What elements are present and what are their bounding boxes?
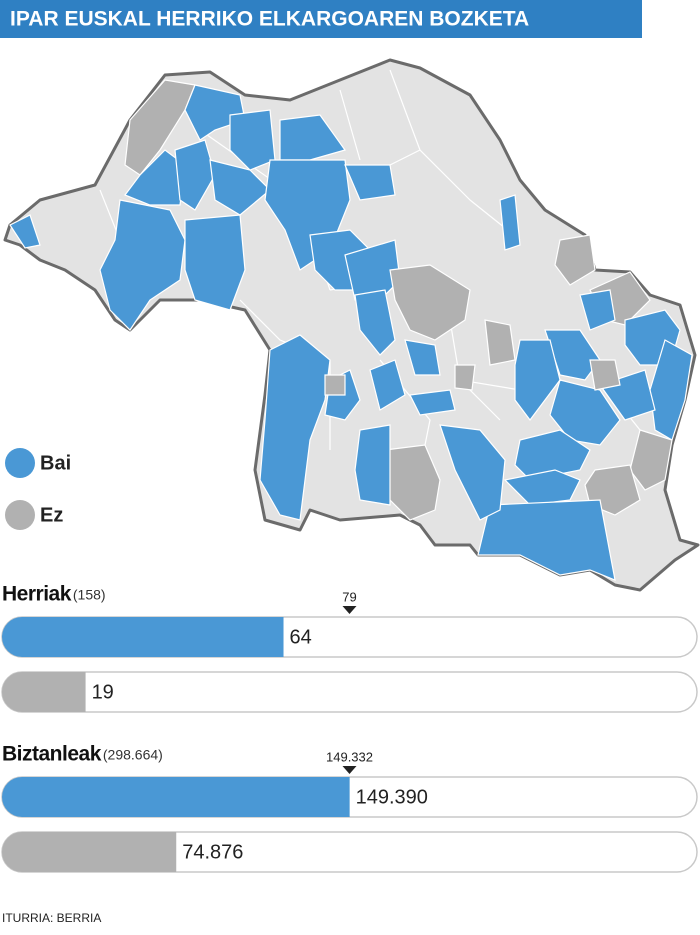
marker-label: 149.332 xyxy=(326,749,373,764)
title: IPAR EUSKAL HERRIKO ELKARGOAREN BOZKETA xyxy=(10,8,529,31)
charts: Herriak (158) 79 64 19 Biztanleak (298.664) 149… xyxy=(1,583,698,873)
bar xyxy=(2,672,86,712)
bar xyxy=(2,617,284,657)
marker xyxy=(342,766,357,774)
legend-swatch xyxy=(5,448,35,478)
chart-title: Herriak xyxy=(2,583,72,606)
value-label: 74.876 xyxy=(182,841,243,863)
chart-title: Biztanleak xyxy=(2,743,102,766)
value-label: 19 xyxy=(92,681,114,703)
legend-label: Bai xyxy=(40,452,71,474)
legend-swatch xyxy=(5,500,35,530)
value-label: 64 xyxy=(290,626,312,648)
marker-label: 79 xyxy=(342,589,356,604)
map xyxy=(3,58,700,592)
chart-subtitle: (158) xyxy=(73,587,106,603)
bar xyxy=(2,832,177,872)
legend-label: Ez xyxy=(40,504,63,526)
bar xyxy=(2,777,350,817)
value-label: 149.390 xyxy=(356,786,428,808)
title-banner xyxy=(0,0,642,38)
source: ITURRIA: BERRIA xyxy=(2,911,101,925)
chart-subtitle: (298.664) xyxy=(103,747,163,763)
legend: Bai Ez xyxy=(5,448,71,530)
marker xyxy=(342,606,357,614)
